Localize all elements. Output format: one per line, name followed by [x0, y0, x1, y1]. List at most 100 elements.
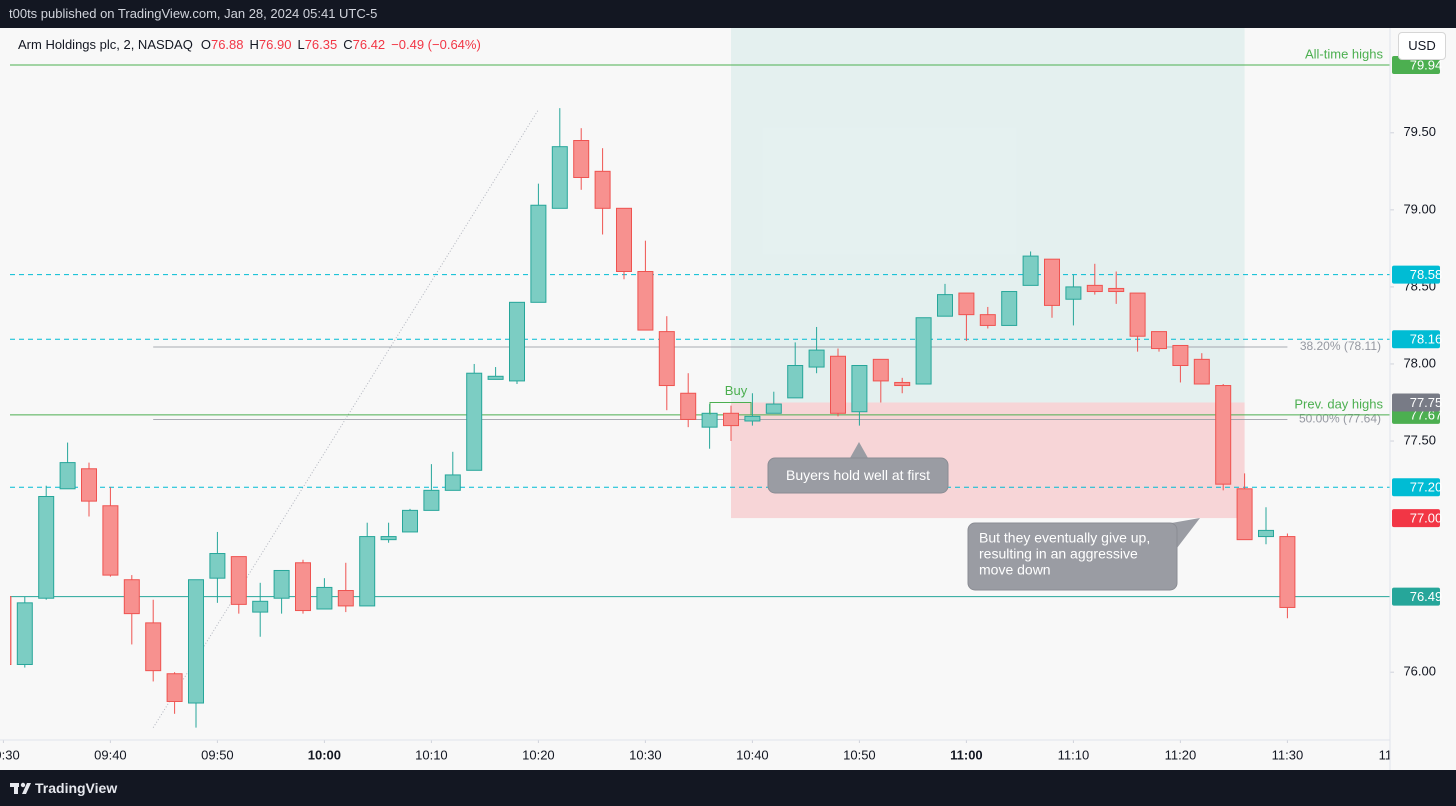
price-tag	[1392, 393, 1440, 412]
candle-body	[188, 579, 204, 704]
candle-body	[573, 140, 590, 178]
callout-text: Buyers hold well at first	[786, 467, 930, 483]
candle-body	[530, 204, 547, 303]
x-tick-label: 10:30	[629, 747, 662, 762]
buy-marker	[709, 401, 752, 415]
price-tag	[1392, 55, 1440, 74]
legend-value: 76.88	[210, 37, 244, 52]
logo	[10, 782, 31, 794]
price-tag	[1392, 587, 1440, 606]
candle-body	[359, 536, 376, 607]
candle-body	[979, 314, 996, 326]
candle-body	[466, 372, 483, 471]
x-tick-label: 11:40	[1379, 747, 1411, 762]
fib-label: 38.20% (78.11)	[1300, 339, 1381, 353]
legend-value: 76.35	[304, 37, 338, 52]
candle-body	[230, 556, 247, 605]
candle-body	[1151, 331, 1167, 350]
legend-key: H	[249, 37, 259, 52]
level-label: All-time highs	[1305, 46, 1384, 61]
callout-text: But they eventually give up,	[979, 530, 1150, 546]
candle-body	[1044, 258, 1060, 306]
candle-body	[316, 586, 333, 610]
candle-body	[1236, 488, 1253, 541]
legend: Arm Holdings plc, 2, NASDAQ O76.88 H76.90 L…	[18, 37, 487, 52]
candle-body	[1001, 291, 1018, 326]
candle-body	[723, 412, 739, 427]
y-tick-label: 77.50	[1403, 432, 1436, 447]
candle-body	[209, 553, 226, 579]
fib-label: 50.00% (77.64)	[1299, 412, 1381, 426]
x-tick-label: 11:10	[1058, 747, 1090, 762]
x-tick-label: 11:30	[1272, 747, 1304, 762]
candle-body	[915, 317, 932, 385]
legend-change: −0.49 (−0.64%)	[391, 37, 481, 52]
price-tag-label: 77.00	[1410, 511, 1443, 526]
candle-body	[487, 375, 504, 380]
candle-body	[830, 355, 846, 414]
plot-area: 38.20% (78.11) 50.00% (77.64) All-time hig…	[10, 28, 1390, 728]
candle-body	[1086, 284, 1103, 293]
callout	[967, 522, 1178, 591]
buy-label: Buy	[725, 383, 748, 398]
candle-body	[444, 474, 461, 491]
legend-key: O	[200, 37, 211, 52]
level-label: Prev. day highs	[1294, 396, 1383, 411]
x-tick-label: 11:00	[950, 747, 983, 762]
candle-body	[1108, 287, 1125, 293]
chart-background	[0, 28, 1456, 770]
x-tick-label: 09:40	[94, 747, 127, 762]
candle-body	[1022, 255, 1039, 286]
y-tick-label: 79.50	[1403, 124, 1436, 139]
candle-body	[594, 170, 611, 209]
candle-body	[81, 468, 97, 502]
symbol: Arm Holdings plc, 2, NASDAQ	[18, 37, 193, 52]
candle-body	[1258, 529, 1274, 538]
overlay: Buy Buyers hold well at first But they eve…	[709, 383, 1200, 591]
candle-body	[380, 536, 397, 541]
candle-body	[1172, 344, 1189, 367]
candle-body	[872, 358, 889, 382]
candle-body	[509, 301, 525, 382]
candle-body	[808, 349, 825, 368]
currency-button[interactable]: USD	[1398, 32, 1446, 60]
candle-body	[765, 403, 782, 414]
price-tag	[1392, 509, 1440, 528]
candle-body	[1065, 286, 1082, 300]
candle-body	[1215, 385, 1232, 485]
callout-text: resulting in an aggressive	[979, 546, 1138, 562]
y-tick-label: 78.00	[1403, 355, 1436, 370]
callout-text: move down	[979, 562, 1051, 578]
candle-body	[295, 562, 311, 612]
candle-body	[252, 600, 269, 613]
y-tick-label: 79.00	[1403, 201, 1436, 216]
candle-body	[744, 415, 761, 422]
candle-body	[1279, 536, 1296, 608]
y-tick-label: 76.00	[1403, 664, 1436, 679]
candle-body	[958, 292, 975, 316]
price-tag-label: 78.16	[1410, 332, 1443, 347]
candle-body	[680, 392, 697, 420]
x-tick-label: 10:40	[736, 747, 769, 762]
candle-body	[10, 596, 12, 665]
candle-body	[59, 462, 76, 490]
x-tick-label: 09:50	[201, 747, 234, 762]
candle-body	[937, 294, 953, 317]
price-tag-label: 77.75	[1410, 395, 1443, 410]
legend-value: 76.42	[352, 37, 386, 52]
candle-body	[658, 331, 675, 387]
x-axis: 09:30 09:40 09:50 10:00 10:10 10:20 10:30 10:40…	[0, 740, 1411, 762]
x-tick-label: 10:50	[843, 747, 876, 762]
candle-body	[145, 622, 162, 672]
chart: 38.20% (78.11) 50.00% (77.64) All-time hig…	[0, 28, 1456, 770]
callout-pointer	[850, 442, 868, 458]
price-tag-label: 78.58	[1410, 267, 1443, 282]
candle-body	[423, 489, 440, 511]
x-tick-label: 10:10	[415, 747, 448, 762]
price-tag-label: 77.20	[1410, 480, 1443, 495]
candle-body	[38, 496, 55, 599]
x-tick-label: 11:20	[1165, 747, 1197, 762]
candle-body	[273, 569, 290, 599]
candle-body	[1129, 292, 1146, 337]
